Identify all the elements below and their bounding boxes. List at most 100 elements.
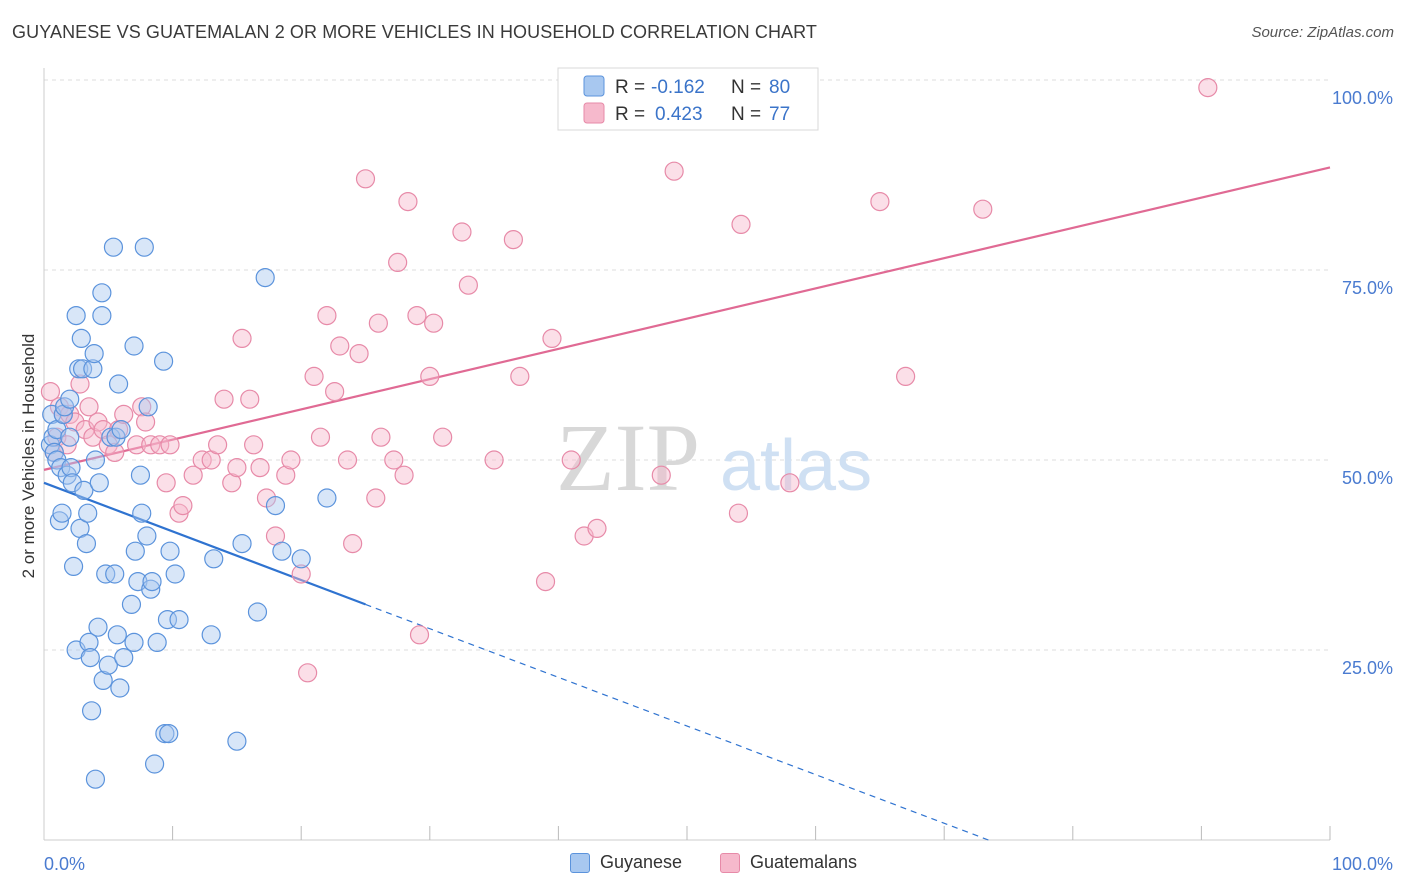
watermark-atlas: atlas (720, 426, 872, 506)
tick-labels: 25.0% 50.0% 75.0% 100.0% 0.0% 100.0% (44, 88, 1393, 874)
guatemalans-point (337, 450, 358, 470)
guyanese-point (125, 541, 145, 561)
guyanese-point (124, 632, 144, 653)
guyanese-point (265, 496, 286, 516)
chart-title: GUYANESE VS GUATEMALAN 2 OR MORE VEHICLE… (12, 22, 818, 42)
guatemalans-point (394, 465, 414, 485)
watermark: ZIP atlas (556, 404, 872, 511)
guyanese-point (144, 754, 165, 774)
guyanese-point (101, 427, 121, 447)
guatemalans-point (452, 222, 472, 242)
legend-r-label-2: R = (615, 104, 645, 125)
legend-r-value-1: -0.162 (651, 77, 705, 98)
guatemalans-point (433, 427, 453, 447)
guatemalans-point (330, 336, 350, 356)
guatemalans-point (561, 450, 581, 470)
guyanese-point (78, 503, 98, 523)
guyanese-point (255, 268, 275, 288)
guatemalans-point (281, 450, 301, 470)
legend-item-guyanese: Guyanese (570, 852, 682, 873)
guyanese-point (98, 655, 118, 675)
guatemalans-point (1198, 77, 1218, 98)
guyanese-point (93, 670, 113, 691)
guatemalans-point (398, 192, 418, 212)
guatemalans-point (208, 435, 228, 455)
guatemalans-point (371, 427, 391, 447)
guatemalans-point (244, 435, 264, 455)
legend-n-value-2: 77 (769, 104, 790, 125)
guyanese-point (160, 541, 180, 561)
guatemalans-point (132, 397, 152, 417)
guatemalans-point (240, 389, 260, 409)
guatemalans-point (150, 435, 170, 455)
guyanese-point (201, 625, 221, 645)
guyanese-point (147, 632, 167, 653)
guatemalans-point (728, 503, 749, 523)
guatemalans-point (388, 252, 408, 272)
legend-n-label-2: N = (731, 104, 761, 125)
guyanese-point (60, 427, 80, 447)
guatemalans-point (126, 435, 147, 455)
guatemalans-point (484, 450, 504, 470)
guyanese-point (79, 632, 99, 653)
legend-top: R = -0.162 N = 80 R = 0.423 N = 77 (557, 67, 819, 131)
grid-lines (44, 79, 1330, 651)
guatemalans-point (409, 625, 430, 645)
guatemalans-point (114, 404, 134, 424)
legend-label-guyanese: Guyanese (600, 852, 683, 872)
axes (43, 68, 1331, 841)
guyanese-point (85, 450, 106, 470)
guyanese-point (89, 473, 109, 493)
legend-swatch-guatemalans-bottom (720, 852, 740, 873)
guyanese-point (76, 533, 97, 554)
x-tick-label-1: 100.0% (1332, 854, 1393, 874)
guyanese-point (52, 503, 72, 523)
guatemalans-point (304, 366, 324, 386)
guatemalans-point (420, 366, 440, 386)
y-tick-label-3: 100.0% (1332, 88, 1393, 108)
legend-r-value-2: 0.423 (655, 104, 703, 125)
guatemalans-point (135, 412, 156, 432)
guyanese-point (141, 579, 161, 599)
guyanese-point (227, 731, 247, 751)
guyanese-point (80, 647, 100, 668)
legend-item-guatemalans: Guatemalans (720, 852, 857, 873)
guyanese-point (124, 336, 144, 356)
source-label: Source: ZipAtlas.com (1251, 24, 1394, 41)
guatemalans-point (651, 465, 671, 485)
guyanese-point (134, 237, 154, 257)
legend-label-guatemalans: Guatemalans (750, 852, 858, 872)
guyanese-point (153, 351, 174, 371)
guyanese-point (72, 359, 93, 379)
guyanese-point (110, 678, 130, 698)
guatemalans-point (317, 306, 337, 326)
guyanese-point (232, 533, 252, 554)
legend-bottom: Guyanese Guatemalans (0, 852, 1406, 878)
legend-swatch-guyanese-bottom (570, 852, 590, 873)
guyanese-point (84, 344, 104, 364)
legend-r-label-1: R = (615, 77, 645, 98)
guyanese-point (272, 541, 292, 561)
guyanese-point (137, 526, 157, 546)
guatemalans-point (310, 427, 331, 447)
guyanese-point (247, 602, 268, 622)
legend-n-label-1: N = (731, 77, 761, 98)
guyanese-point (60, 389, 80, 409)
guyanese-point (103, 237, 124, 257)
guatemalans-point (355, 169, 376, 189)
guatemalans-point (79, 397, 99, 417)
guyanese-point (92, 283, 112, 303)
guatemalans-point (173, 496, 193, 516)
guatemalans-point (458, 275, 478, 295)
guyanese-point (121, 594, 142, 615)
guyanese-point (63, 556, 84, 577)
guatemalans-point (298, 663, 318, 683)
guyanese-point (74, 480, 94, 500)
guatemalans-point (40, 382, 61, 402)
guatemalans-point (291, 564, 311, 584)
guatemalans-point (250, 458, 270, 478)
guatemalans-point (276, 465, 296, 485)
guyanese-point (114, 647, 134, 668)
guatemalans-point (105, 442, 125, 462)
